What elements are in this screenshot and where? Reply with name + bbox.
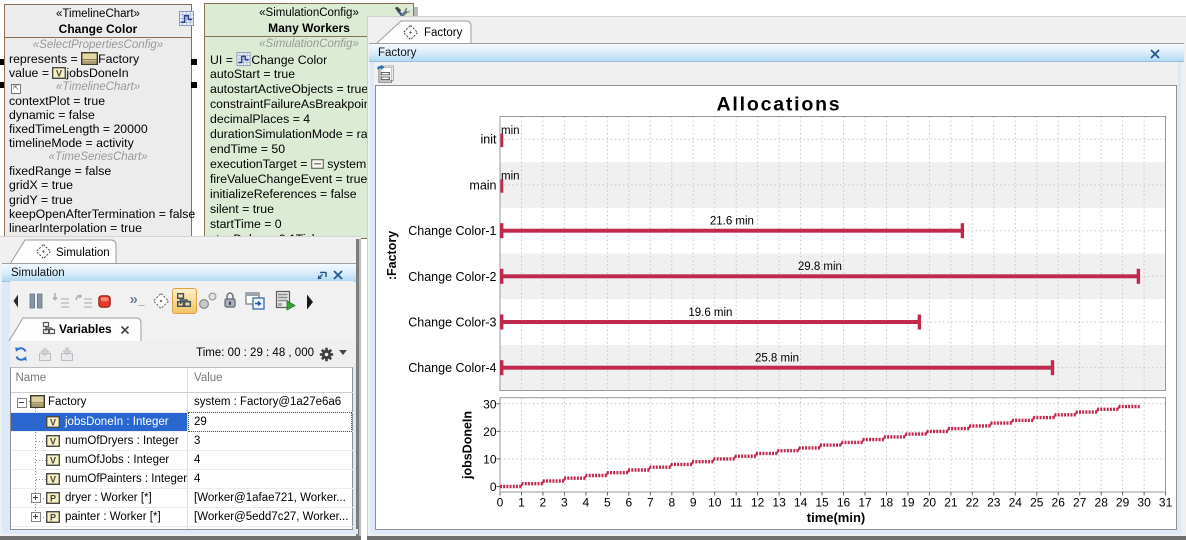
svg-text:main: main bbox=[469, 178, 496, 192]
svg-text:Change Color-4: Change Color-4 bbox=[408, 361, 496, 375]
svg-text:3: 3 bbox=[561, 495, 568, 509]
svg-text:P: P bbox=[50, 512, 56, 522]
svg-text:27: 27 bbox=[1073, 495, 1087, 509]
svg-text:V: V bbox=[50, 455, 56, 465]
svg-text:12: 12 bbox=[751, 495, 765, 509]
svg-text:20: 20 bbox=[483, 424, 497, 438]
svg-text:5: 5 bbox=[604, 495, 611, 509]
svg-text:29.8 min: 29.8 min bbox=[798, 261, 842, 273]
svg-text:0: 0 bbox=[497, 495, 504, 509]
svg-text:Change Color-1: Change Color-1 bbox=[408, 224, 496, 238]
svg-text:11: 11 bbox=[730, 495, 743, 509]
svg-text:6: 6 bbox=[625, 495, 632, 509]
svg-text:P: P bbox=[50, 493, 56, 503]
svg-text:10: 10 bbox=[483, 452, 497, 466]
svg-text:8: 8 bbox=[668, 495, 675, 509]
svg-text:21.6 min: 21.6 min bbox=[710, 215, 754, 227]
svg-text:jobsDoneIn: jobsDoneIn bbox=[461, 410, 475, 479]
svg-text:V: V bbox=[50, 436, 56, 446]
svg-text:18: 18 bbox=[880, 495, 894, 509]
svg-text:init: init bbox=[481, 132, 498, 146]
svg-text:25: 25 bbox=[1030, 495, 1044, 509]
svg-text:21: 21 bbox=[944, 495, 958, 509]
svg-text:min: min bbox=[501, 170, 520, 182]
svg-text:time(min): time(min) bbox=[807, 510, 866, 525]
svg-text:14: 14 bbox=[794, 495, 808, 509]
svg-text:19: 19 bbox=[901, 495, 915, 509]
svg-text:Change Color-3: Change Color-3 bbox=[408, 315, 496, 329]
svg-text:20: 20 bbox=[923, 495, 937, 509]
svg-text:29: 29 bbox=[1116, 495, 1130, 509]
svg-text:2: 2 bbox=[540, 495, 547, 509]
svg-text:V: V bbox=[50, 417, 56, 427]
svg-text:19.6 min: 19.6 min bbox=[688, 306, 732, 318]
svg-text:0: 0 bbox=[490, 480, 497, 494]
svg-text::Factory: :Factory bbox=[385, 230, 399, 279]
svg-text:9: 9 bbox=[690, 495, 697, 509]
svg-text:23: 23 bbox=[987, 495, 1001, 509]
svg-text:26: 26 bbox=[1052, 495, 1066, 509]
svg-text:17: 17 bbox=[858, 495, 872, 509]
svg-text:V: V bbox=[50, 474, 56, 484]
svg-text:1: 1 bbox=[518, 495, 525, 509]
svg-text:13: 13 bbox=[772, 495, 786, 509]
svg-text:24: 24 bbox=[1009, 495, 1023, 509]
svg-text:Change Color-2: Change Color-2 bbox=[408, 269, 496, 283]
svg-text:15: 15 bbox=[815, 495, 829, 509]
svg-text:10: 10 bbox=[708, 495, 722, 509]
svg-text:16: 16 bbox=[837, 495, 851, 509]
svg-text:28: 28 bbox=[1095, 495, 1109, 509]
svg-text:Allocations: Allocations bbox=[717, 93, 842, 115]
svg-text:min: min bbox=[501, 125, 520, 137]
svg-text:30: 30 bbox=[483, 397, 497, 411]
svg-text:7: 7 bbox=[647, 495, 654, 509]
svg-text:V: V bbox=[56, 68, 62, 78]
svg-text:30: 30 bbox=[1137, 495, 1151, 509]
svg-text:4: 4 bbox=[583, 495, 590, 509]
svg-text:25.8 min: 25.8 min bbox=[755, 352, 799, 364]
svg-text:22: 22 bbox=[966, 495, 980, 509]
svg-text:31: 31 bbox=[1159, 495, 1173, 509]
